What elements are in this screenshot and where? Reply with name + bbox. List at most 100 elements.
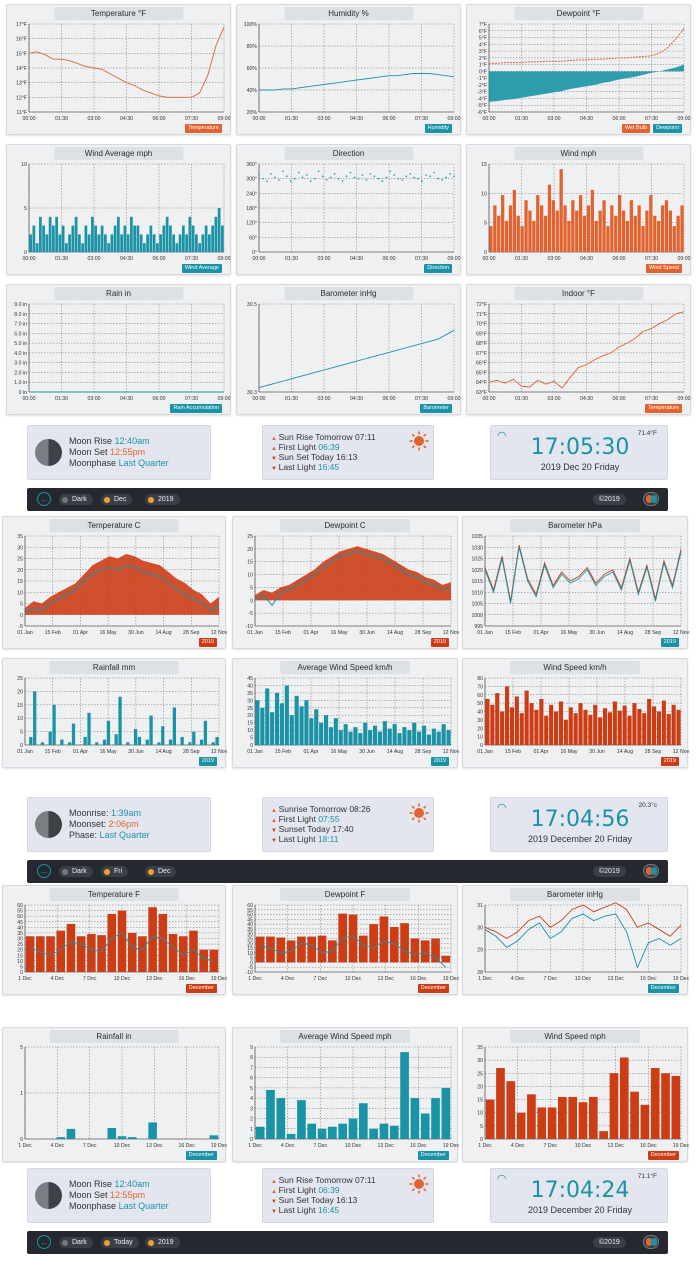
bar-mark (661, 1073, 670, 1139)
legend-badge[interactable]: Humidity (424, 124, 452, 133)
bar-mark (126, 234, 130, 252)
bar-mark (266, 936, 275, 963)
toolbar-button[interactable]: Dec (145, 866, 177, 877)
legend-badge[interactable]: Barometer (420, 404, 452, 413)
bar-mark (514, 696, 519, 745)
x-tick-label: 10 Dec (114, 1143, 131, 1149)
legend-badge[interactable]: December (417, 1151, 449, 1160)
x-tick-label: 03:00 (548, 396, 561, 402)
legend-badge[interactable]: Temperature (185, 124, 222, 133)
series-line (489, 28, 685, 64)
legend-badge[interactable]: Wet Bulb (621, 124, 651, 133)
chart-panel: Barometer hPa 995 1000 1005 1010 1015 1020 1025… (462, 516, 689, 649)
x-tick-label: 00:00 (483, 256, 496, 262)
bar-mark (211, 225, 214, 252)
y-tick-label: 29 (477, 948, 483, 954)
legend-badge[interactable]: December (185, 984, 217, 993)
legend-badge[interactable]: 2019 (198, 757, 217, 766)
theme-toggle[interactable] (643, 492, 659, 506)
legend-badge[interactable]: 2019 (198, 638, 217, 647)
sun-row: ▲ First Light 06:39 (271, 442, 340, 452)
toolbar-button[interactable]: Dark (59, 866, 93, 877)
x-tick-label: 28 Sep (415, 749, 432, 755)
legend-badge[interactable]: Direction (424, 264, 452, 273)
legend-badge[interactable]: Wind Speed (646, 264, 682, 273)
legend-badge[interactable]: December (185, 1151, 217, 1160)
toolbar-button[interactable]: Today (101, 1237, 139, 1248)
theme-toggle[interactable] (643, 864, 659, 878)
legend-badge[interactable]: December (647, 1151, 679, 1160)
legend-badge[interactable]: December (647, 984, 679, 993)
toolbar-button[interactable]: 2019 (145, 494, 180, 505)
sun-icon (409, 803, 429, 823)
y-tick-label: 1.0 in (14, 380, 27, 386)
chart-title: Dewpoint °F (513, 7, 644, 20)
y-tick-label: 1005 (471, 602, 483, 608)
bar-mark (162, 225, 166, 252)
toolbar-button[interactable]: Dark (59, 1237, 93, 1248)
bar-mark (133, 225, 136, 252)
legend-badge[interactable]: 2019 (430, 638, 449, 647)
bar-mark (294, 695, 299, 745)
legend-badge[interactable]: Rain Accumulation (170, 404, 222, 413)
legend-badge[interactable]: 2019 (430, 757, 449, 766)
back-button[interactable]: ← (37, 1235, 51, 1249)
chart-panel: Rainfall in 0 1 5 1 Dec 4 Dec 7 Dec 10 Dec 13 De… (2, 1027, 227, 1162)
x-tick-label: 15 Feb (505, 630, 521, 636)
y-tick-label: 5 (250, 736, 253, 742)
legend-badge[interactable]: December (417, 984, 449, 993)
legend-badge[interactable]: Dewpoint (653, 124, 682, 133)
y-tick-label: 10 (17, 716, 23, 722)
bar-mark (97, 935, 106, 972)
bar-mark (130, 216, 133, 252)
y-tick-label: 3°F (479, 49, 487, 55)
bar-mark (553, 711, 559, 745)
toolbar-button[interactable]: Fri (101, 866, 129, 877)
y-tick-label: 60 (17, 903, 23, 909)
bar-mark (516, 215, 520, 252)
series-line (488, 311, 685, 389)
back-button[interactable]: ← (37, 492, 51, 506)
toolbar-button[interactable]: Dec (101, 494, 133, 505)
theme-toggle[interactable] (643, 1235, 659, 1249)
scatter-point (349, 171, 352, 174)
x-tick-label: 16 May (560, 630, 577, 636)
y-tick-label: 5 (20, 964, 23, 970)
bar-mark (571, 200, 575, 252)
toolbar-button[interactable]: Dark (59, 494, 93, 505)
legend-badge[interactable]: Wind Average (181, 264, 222, 273)
bar-mark (637, 708, 642, 745)
bar-mark (671, 704, 676, 745)
back-button[interactable]: ← (37, 864, 51, 878)
bar-mark (56, 930, 66, 972)
bar-mark (509, 707, 515, 745)
y-tick-label: 35 (477, 1045, 483, 1051)
scatter-point (405, 175, 408, 178)
sun-label: Last Light (278, 1205, 316, 1215)
x-tick-label: 16 Dec (410, 1143, 427, 1149)
legend-badge[interactable]: 2019 (660, 638, 679, 647)
scatter-point (381, 180, 384, 182)
moon-phase-icon (35, 439, 62, 466)
bar-mark (575, 210, 579, 252)
x-tick-label: 03:00 (318, 116, 331, 122)
chart-panel: Wind mph 0 5 10 15 00:00 01:30 03:00 04:30 06:00 0… (466, 144, 691, 275)
scatter-point (345, 175, 348, 178)
chart-title: Wind mph (513, 147, 644, 160)
sun-info-panel: ▲ Sun Rise Tomorrow 07:11 ▲ First Light 0… (262, 425, 434, 480)
bar-mark (209, 1135, 219, 1139)
legend-badge[interactable]: 2019 (660, 757, 679, 766)
x-tick-label: 01:30 (55, 256, 68, 262)
y-tick-label: 5 (20, 730, 23, 736)
bar-mark (500, 711, 505, 745)
chart-svg: -10 -5 0 5 10 15 20 25 01 Jan 15 Feb 01 Apr 16 May 3… (246, 534, 460, 636)
sunrise-icon: ▲ (271, 436, 279, 442)
toolbar-dot-icon (62, 1239, 68, 1246)
copyright-label: ©2019 (593, 494, 626, 505)
toolbar-button[interactable]: 2019 (145, 1237, 180, 1248)
legend-badge[interactable]: Temperature (645, 404, 682, 413)
bar-mark (563, 719, 568, 745)
bar-mark (671, 1075, 681, 1139)
bar-mark (29, 234, 32, 252)
bar-mark (276, 1098, 286, 1139)
